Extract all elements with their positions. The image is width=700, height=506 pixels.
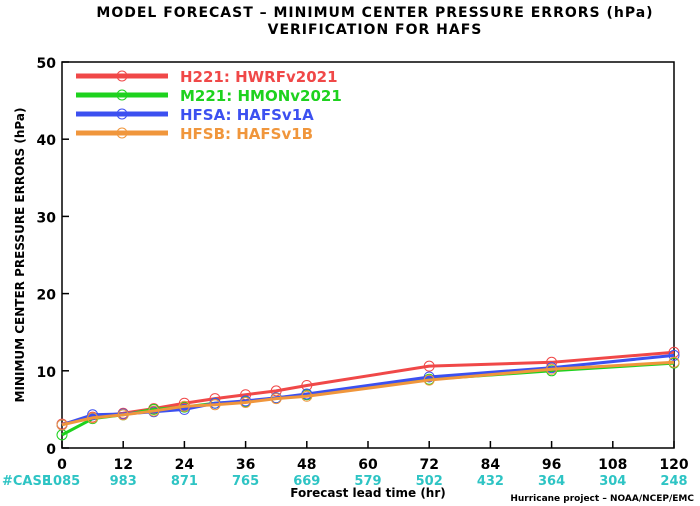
data-point <box>301 388 313 400</box>
case-count: 1085 <box>44 474 80 489</box>
plot-frame <box>61 61 675 449</box>
x-tick-label: 36 <box>236 457 255 473</box>
x-axis: 0 12 24 36 48 60 72 84 96 108 120 <box>57 441 689 473</box>
case-count: 765 <box>232 474 259 489</box>
data-point <box>270 393 282 405</box>
data-point <box>301 379 313 391</box>
y-tick-label: 50 <box>37 56 57 72</box>
case-count: 669 <box>293 474 320 489</box>
legend-marker <box>116 127 128 139</box>
legend-label: HFSB: HAFSv1B <box>180 125 313 143</box>
legend-label: M221: HMONv2021 <box>180 87 342 105</box>
chart-title: MODEL FORECAST – MINIMUM CENTER PRESSURE… <box>96 5 653 21</box>
y-axis-label: MINIMUM CENTER PRESSURE ERRORS (hPa) <box>13 108 27 403</box>
case-count: 248 <box>660 474 687 489</box>
legend-marker <box>116 89 128 101</box>
case-label: #CASE <box>2 474 51 489</box>
legend-marker <box>116 70 128 82</box>
series-line <box>61 361 675 437</box>
credit-text: Hurricane project – NOAA/NCEP/EMC <box>510 494 694 504</box>
series-group <box>56 346 680 441</box>
x-tick-label: 24 <box>175 457 195 473</box>
x-tick-label: 60 <box>358 457 378 473</box>
y-tick-label: 10 <box>37 365 57 381</box>
data-point <box>301 390 313 402</box>
data-point <box>546 363 558 375</box>
x-axis-label: Forecast lead time (hr) <box>290 486 446 500</box>
data-point <box>148 405 160 417</box>
case-count: 579 <box>354 474 381 489</box>
y-tick-label: 30 <box>37 210 57 226</box>
x-tick-label: 12 <box>113 457 132 473</box>
case-count: 983 <box>110 474 137 489</box>
x-tick-label: 0 <box>57 457 67 473</box>
x-tick-label: 72 <box>419 457 438 473</box>
x-tick-label: 48 <box>297 457 316 473</box>
data-point <box>209 399 221 411</box>
data-point <box>178 400 190 412</box>
data-point <box>423 374 435 386</box>
data-point <box>668 356 680 368</box>
case-count: 502 <box>416 474 443 489</box>
case-count: 432 <box>477 474 504 489</box>
chart-subtitle: VERIFICATION FOR HAFS <box>268 22 483 38</box>
case-count: 364 <box>538 474 565 489</box>
data-point <box>423 360 435 372</box>
y-tick-label: 40 <box>37 133 57 149</box>
case-count: 871 <box>171 474 198 489</box>
case-count: 304 <box>599 474 626 489</box>
legend-marker <box>116 108 128 120</box>
legend-label: HFSA: HAFSv1A <box>180 106 314 124</box>
y-axis: 0 10 20 30 40 50 <box>37 56 69 458</box>
x-tick-label: 96 <box>542 457 561 473</box>
y-tick-label: 20 <box>37 288 57 304</box>
data-point <box>423 371 435 383</box>
x-tick-label: 120 <box>659 457 688 473</box>
data-point <box>56 419 68 431</box>
data-point <box>668 349 680 361</box>
data-point <box>87 409 99 421</box>
data-point <box>240 396 252 408</box>
data-point <box>117 409 129 421</box>
x-tick-label: 84 <box>481 457 501 473</box>
legend-label: H221: HWRFv2021 <box>180 68 338 86</box>
data-point <box>87 412 99 424</box>
x-tick-label: 108 <box>598 457 627 473</box>
data-point <box>270 385 282 397</box>
data-point <box>178 403 190 415</box>
y-tick-label: 0 <box>46 442 56 458</box>
